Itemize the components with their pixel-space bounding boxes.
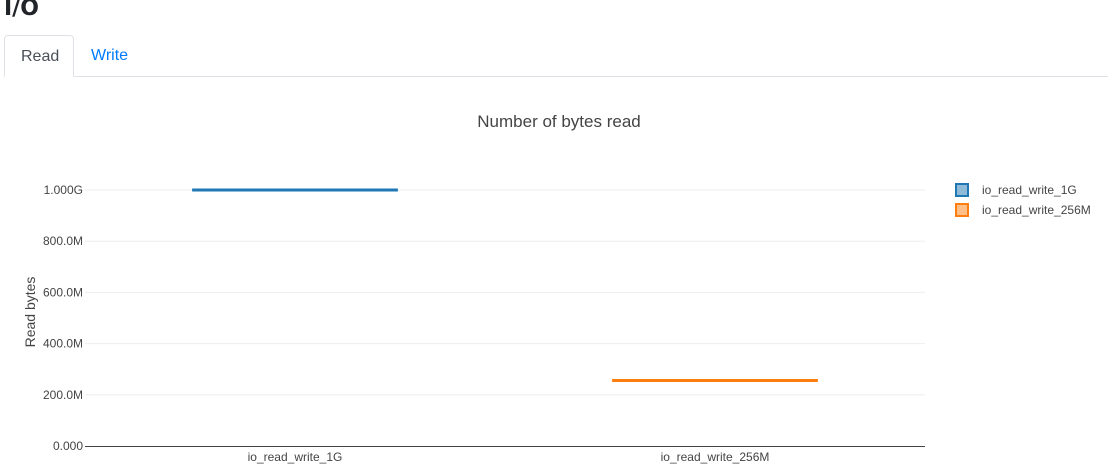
tab-write[interactable]: Write — [91, 47, 129, 64]
y-tick-label: 800.0M — [43, 234, 83, 248]
y-tick-label: 600.0M — [43, 285, 83, 299]
chart-title: Number of bytes read — [477, 112, 640, 131]
legend-swatch — [955, 183, 969, 197]
y-tick-label: 0.000 — [53, 439, 83, 453]
legend-swatch — [955, 203, 969, 217]
tab-read[interactable]: Read — [4, 35, 74, 77]
y-axis-label: Read bytes — [22, 277, 38, 348]
legend-label: io_read_write_256M — [982, 203, 1091, 217]
y-tick-label: 400.0M — [43, 337, 83, 351]
tab-bar: Read Write — [4, 35, 1108, 77]
page-title: I/O — [4, 0, 39, 21]
y-tick-label: 1.000G — [44, 183, 83, 197]
y-tick-label: 200.0M — [43, 388, 83, 402]
x-tick-label: io_read_write_1G — [248, 450, 343, 464]
x-tick-label: io_read_write_256M — [661, 450, 770, 464]
legend-label: io_read_write_1G — [982, 183, 1077, 197]
